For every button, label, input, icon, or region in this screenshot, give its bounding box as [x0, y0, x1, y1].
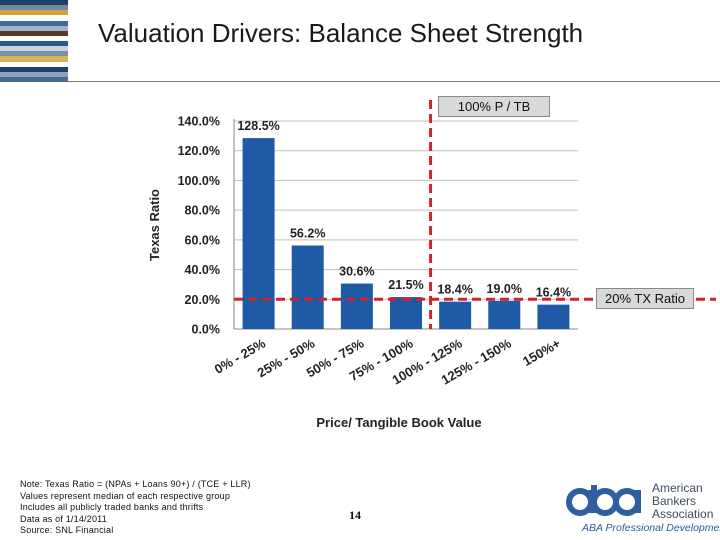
logo-line: Bankers — [652, 494, 697, 508]
aba-logo-subtitle: ABA Professional Development — [582, 522, 720, 534]
bar — [340, 283, 373, 329]
bar-value-label: 19.0% — [487, 282, 522, 296]
y-tick-label: 0.0% — [192, 323, 221, 337]
y-tick-label: 80.0% — [185, 204, 220, 218]
title-stripes — [0, 0, 68, 82]
title-stripe — [0, 46, 68, 52]
title-stripe — [0, 10, 68, 16]
bar-chart: 0.0% 20.0% 40.0% 60.0% 80.0% 100.0% 120.0% 140.… — [147, 100, 716, 430]
y-tick-label: 120.0% — [178, 144, 220, 158]
title-divider — [68, 81, 720, 82]
title-stripe — [0, 41, 68, 47]
y-tick-label: 100.0% — [178, 174, 220, 188]
bar — [242, 138, 275, 329]
bar-value-label: 30.6% — [339, 265, 374, 279]
title-stripe — [0, 51, 68, 57]
page-number: 14 — [349, 508, 361, 522]
title-stripe — [0, 56, 68, 62]
x-axis-title: Price/ Tangible Book Value — [316, 415, 481, 430]
y-tick-label: 20.0% — [185, 293, 220, 307]
bar — [537, 304, 570, 329]
title-stripe — [0, 20, 68, 26]
footnote-line: Includes all publicly traded banks and t… — [20, 502, 204, 512]
bar — [390, 297, 422, 329]
title-stripe — [0, 76, 68, 82]
bar — [439, 301, 472, 329]
title-stripe — [0, 61, 68, 67]
vertical-reference-label: 100% P / TB — [438, 96, 550, 117]
x-tick-label: 150%+ — [520, 335, 563, 369]
title-stripe — [0, 30, 68, 36]
aba-logo-mark-icon — [566, 485, 641, 516]
bar — [291, 245, 324, 329]
y-tick-label: 140.0% — [178, 115, 220, 129]
footnote-line: Source: SNL Financial — [20, 525, 114, 535]
bar-value-label: 128.5% — [237, 119, 279, 133]
aba-logo: American Bankers Association ABA Profess… — [560, 478, 720, 540]
aba-logo-text: American Bankers Association — [652, 482, 713, 521]
y-axis-title: Texas Ratio — [147, 189, 162, 261]
footnote-line: Values represent median of each respecti… — [20, 490, 231, 501]
bar-value-label: 16.4% — [536, 286, 571, 300]
horizontal-reference-label: 20% TX Ratio — [596, 288, 694, 309]
logo-line: American — [652, 481, 703, 495]
title-stripe — [0, 35, 68, 41]
bar-value-label: 18.4% — [437, 283, 472, 297]
title-stripe — [0, 0, 68, 6]
title-stripe — [0, 71, 68, 77]
title-stripe — [0, 66, 68, 72]
y-tick-label: 60.0% — [185, 233, 220, 247]
title-stripe — [0, 25, 68, 31]
bar — [488, 300, 521, 329]
title-stripe — [0, 5, 68, 11]
bar-value-label: 21.5% — [388, 278, 423, 292]
footnote-line: Note: Texas Ratio = (NPAs + Loans 90+) /… — [20, 479, 251, 489]
title-stripe — [0, 15, 68, 21]
footnotes: Note: Texas Ratio = (NPAs + Loans 90+) /… — [20, 479, 251, 537]
logo-line: Association — [652, 507, 714, 521]
footnote-line: Data as of 1/14/2011 — [20, 513, 107, 524]
y-tick-label: 40.0% — [185, 263, 220, 277]
bar-value-label: 56.2% — [290, 227, 325, 241]
slide-title: Valuation Drivers: Balance Sheet Strengt… — [98, 18, 584, 48]
